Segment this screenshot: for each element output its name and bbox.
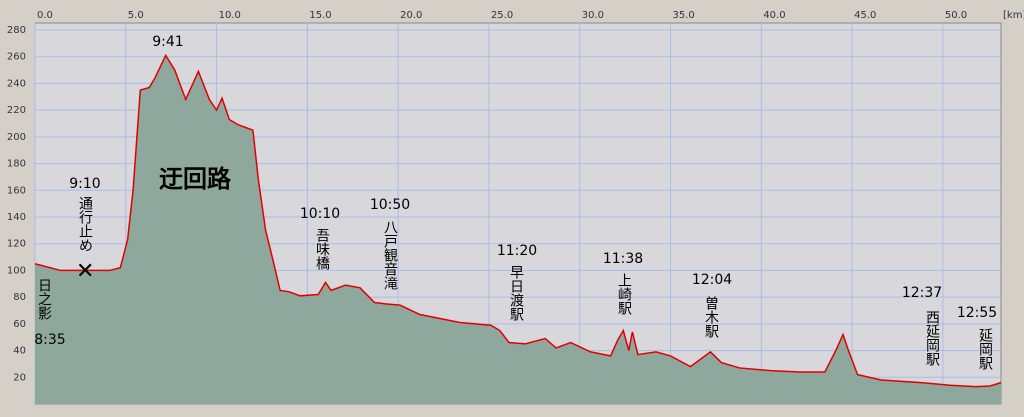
closed-marker: ✕ xyxy=(76,259,95,284)
y-tick-label: 60 xyxy=(13,319,26,330)
annotation: 12:37 xyxy=(901,285,943,301)
annotation: 日之影 xyxy=(36,278,52,320)
x-tick-label: 30.0 xyxy=(582,10,604,21)
annotation: 10:10 xyxy=(299,206,341,222)
x-tick-label: 50.0 xyxy=(945,10,967,21)
y-tick-label: 140 xyxy=(7,212,26,223)
y-tick-label: 220 xyxy=(7,105,26,116)
annotation: 11:20 xyxy=(496,243,538,259)
x-tick-label: 40.0 xyxy=(763,10,785,21)
annotation: 吾味橋 xyxy=(314,228,330,270)
x-tick-label: 45.0 xyxy=(854,10,876,21)
annotation: 12:04 xyxy=(691,272,733,288)
profile-line xyxy=(34,53,1002,388)
x-tick-label: 15.0 xyxy=(309,10,331,21)
x-unit-label: [km] xyxy=(1003,10,1024,21)
y-tick-label: 160 xyxy=(7,185,26,196)
y-tick-label: 120 xyxy=(7,239,26,250)
x-tick-label: 20.0 xyxy=(400,10,422,21)
y-tick-label: 40 xyxy=(13,346,26,357)
x-tick-label: 25.0 xyxy=(491,10,513,21)
annotation: 八戸観音滝 xyxy=(382,220,398,290)
annotation: 上崎駅 xyxy=(616,273,632,315)
x-tick-label: 5.0 xyxy=(128,10,144,21)
y-tick-label: 100 xyxy=(7,265,26,276)
annotation: 10:50 xyxy=(369,197,411,213)
y-tick-label: 240 xyxy=(7,78,26,89)
annotation: 西延岡駅 xyxy=(924,310,940,366)
annotation: 曽木駅 xyxy=(703,296,719,338)
y-tick-label: 20 xyxy=(13,372,26,383)
annotation: 12:55 xyxy=(956,305,998,321)
y-tick-label: 80 xyxy=(13,292,26,303)
x-tick-label: 0.0 xyxy=(37,10,53,21)
annotation: 通行止め xyxy=(77,196,93,252)
y-tick-label: 280 xyxy=(7,25,26,36)
y-tick-label: 200 xyxy=(7,132,26,143)
annotation: 9:41 xyxy=(152,34,184,50)
area-fill xyxy=(35,55,1001,404)
annotation: 早日渡駅 xyxy=(508,265,524,321)
annotation: 迂回路 xyxy=(159,165,231,193)
annotation: 8:35 xyxy=(34,332,66,348)
y-tick-label: 260 xyxy=(7,52,26,63)
x-tick-label: 10.0 xyxy=(219,10,241,21)
annotation: 9:10 xyxy=(69,176,101,192)
annotation: 11:38 xyxy=(602,251,644,267)
x-tick-label: 35.0 xyxy=(673,10,695,21)
annotation: 延岡駅 xyxy=(977,328,993,370)
y-tick-label: 180 xyxy=(7,159,26,170)
